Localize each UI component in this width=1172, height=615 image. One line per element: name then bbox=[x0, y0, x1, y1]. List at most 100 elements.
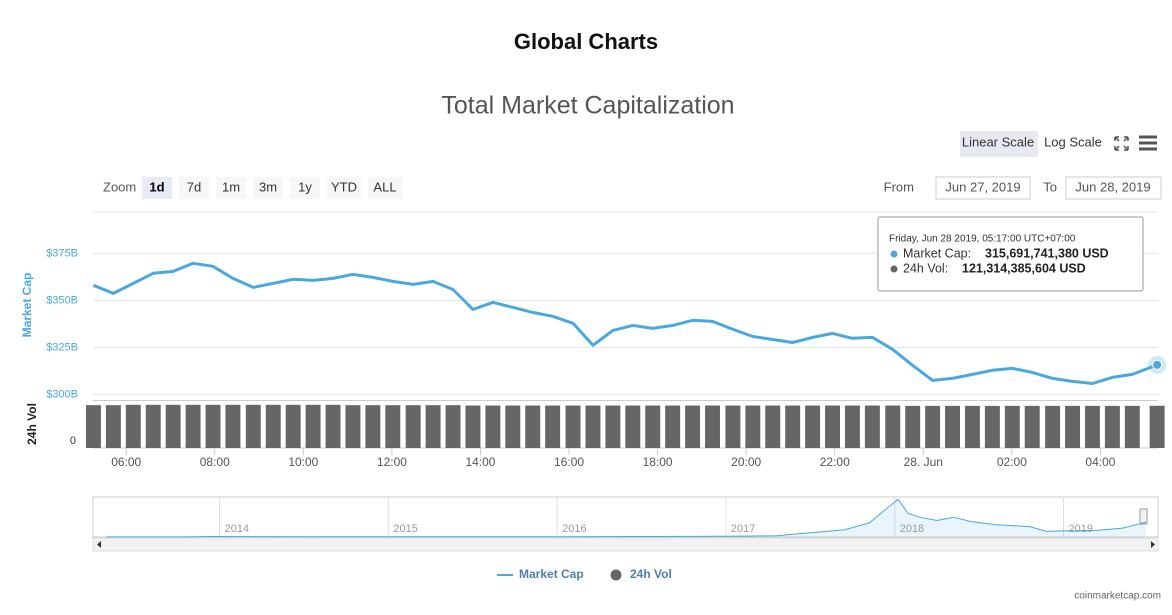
volume-bar bbox=[245, 404, 261, 448]
zoom-button-label[interactable]: 3m bbox=[259, 179, 277, 194]
volume-bar bbox=[665, 405, 681, 448]
volume-bar bbox=[685, 405, 701, 448]
volume-bar bbox=[305, 404, 321, 448]
volume-bar bbox=[645, 405, 661, 448]
page-title: Global Charts bbox=[514, 29, 658, 54]
volume-bar bbox=[205, 404, 221, 448]
zoom-button-label[interactable]: YTD bbox=[331, 179, 357, 194]
scroll-right-arrow[interactable] bbox=[1151, 541, 1155, 548]
log-scale-label[interactable]: Log Scale bbox=[1044, 134, 1102, 149]
tooltip-date: Friday, Jun 28 2019, 05:17:00 UTC+07:00 bbox=[889, 234, 1076, 245]
market-cap-line bbox=[92, 261, 1158, 385]
to-date[interactable]: Jun 28, 2019 bbox=[1075, 179, 1150, 194]
volume-bar bbox=[905, 405, 921, 448]
volume-bar bbox=[445, 405, 461, 448]
scrollbar[interactable] bbox=[92, 537, 1159, 552]
zoom-button[interactable] bbox=[216, 177, 246, 199]
volume-bar bbox=[984, 405, 1000, 448]
volume-bar bbox=[885, 405, 901, 448]
volume-bar bbox=[385, 405, 401, 448]
navigator-tick-label: 2015 bbox=[393, 523, 417, 535]
zoom-button[interactable] bbox=[253, 177, 283, 199]
legend-entry[interactable]: 24h Vol bbox=[630, 567, 672, 581]
linear-scale-button[interactable] bbox=[960, 131, 1038, 157]
credit: coinmarketcap.com bbox=[1074, 591, 1161, 602]
volume-bar bbox=[85, 405, 101, 448]
volume-bar bbox=[125, 404, 141, 448]
volume-bar bbox=[425, 405, 441, 448]
zoom-button[interactable] bbox=[179, 177, 209, 199]
volume-bar bbox=[225, 404, 241, 448]
volume-bar bbox=[525, 405, 541, 448]
linear-scale-label[interactable]: Linear Scale bbox=[962, 134, 1034, 149]
x-tick-label: 06:00 bbox=[111, 455, 141, 469]
y-tick-label: $300B bbox=[46, 388, 78, 400]
zoom-button-label[interactable]: 1d bbox=[149, 179, 164, 194]
chart-title: Total Market Capitalization bbox=[441, 92, 734, 120]
volume-bar bbox=[925, 405, 941, 448]
tooltip-dot bbox=[890, 265, 898, 273]
volume-bar bbox=[945, 405, 961, 448]
y-tick-label: $375B bbox=[46, 247, 78, 259]
navigator-area bbox=[106, 499, 1147, 537]
volume-bar bbox=[345, 405, 361, 448]
volume-bar bbox=[565, 405, 581, 448]
navigator-tick-label: 2019 bbox=[1068, 523, 1092, 535]
x-tick-label: 10:00 bbox=[288, 455, 318, 469]
x-tick-label: 02:00 bbox=[997, 455, 1027, 469]
x-tick-label: 12:00 bbox=[377, 455, 407, 469]
tooltip-value: 315,691,741,380 USD bbox=[985, 246, 1109, 260]
volume-bar bbox=[145, 404, 161, 448]
fullscreen-icon[interactable] bbox=[1114, 136, 1129, 151]
volume-bar bbox=[325, 404, 341, 448]
volume-bar bbox=[585, 405, 601, 448]
zoom-button-label[interactable]: ALL bbox=[373, 179, 396, 194]
zoom-button[interactable] bbox=[290, 177, 320, 199]
volume-bar bbox=[365, 405, 381, 448]
y2-tick-label: 0 bbox=[70, 435, 76, 447]
volume-bar bbox=[185, 404, 201, 448]
zoom-button-label[interactable]: 7d bbox=[187, 179, 201, 194]
zoom-button[interactable] bbox=[142, 177, 172, 199]
zoom-button-label[interactable]: 1m bbox=[222, 179, 240, 194]
volume-bar bbox=[825, 405, 840, 448]
tooltip-dot bbox=[890, 250, 898, 258]
x-tick-label: 16:00 bbox=[554, 455, 584, 469]
volume-bar bbox=[785, 405, 801, 448]
volume-bar bbox=[765, 405, 781, 448]
volume-bar bbox=[545, 405, 561, 448]
volume-bar bbox=[805, 405, 821, 448]
volume-bar bbox=[105, 405, 121, 448]
menu-icon[interactable] bbox=[1139, 135, 1157, 151]
navigator-handle[interactable] bbox=[1139, 508, 1148, 525]
x-tick-label: 28. Jun bbox=[904, 455, 943, 469]
zoom-label: Zoom bbox=[103, 179, 136, 194]
tooltip-label: 24h Vol: bbox=[903, 261, 948, 275]
x-tick-label: 18:00 bbox=[643, 455, 673, 469]
y-axis-label: Market Cap bbox=[20, 273, 34, 338]
volume-bar bbox=[1124, 405, 1140, 448]
navigator-tick-label: 2018 bbox=[900, 523, 924, 535]
from-input[interactable] bbox=[935, 176, 1031, 200]
from-date[interactable]: Jun 27, 2019 bbox=[945, 179, 1020, 194]
scroll-left-arrow[interactable] bbox=[97, 541, 101, 548]
tooltip-label: Market Cap: bbox=[903, 246, 971, 260]
y-tick-label: $350B bbox=[46, 294, 78, 306]
to-label: To bbox=[1043, 179, 1057, 194]
volume-bar bbox=[725, 405, 741, 448]
navigator-tick-label: 2016 bbox=[562, 523, 586, 535]
legend-entry[interactable]: Market Cap bbox=[519, 567, 584, 581]
zoom-button[interactable] bbox=[327, 177, 361, 199]
zoom-button-label[interactable]: 1y bbox=[298, 179, 312, 194]
volume-bar bbox=[405, 405, 421, 448]
y-tick-label: $325B bbox=[46, 341, 78, 353]
to-input[interactable] bbox=[1065, 176, 1162, 200]
volume-bar bbox=[285, 404, 301, 448]
legend-dot[interactable] bbox=[610, 569, 622, 581]
zoom-button[interactable] bbox=[368, 177, 402, 199]
x-tick-label: 08:00 bbox=[200, 455, 230, 469]
volume-bar bbox=[1024, 405, 1040, 448]
x-tick-label: 14:00 bbox=[465, 455, 495, 469]
volume-bar bbox=[265, 404, 281, 448]
